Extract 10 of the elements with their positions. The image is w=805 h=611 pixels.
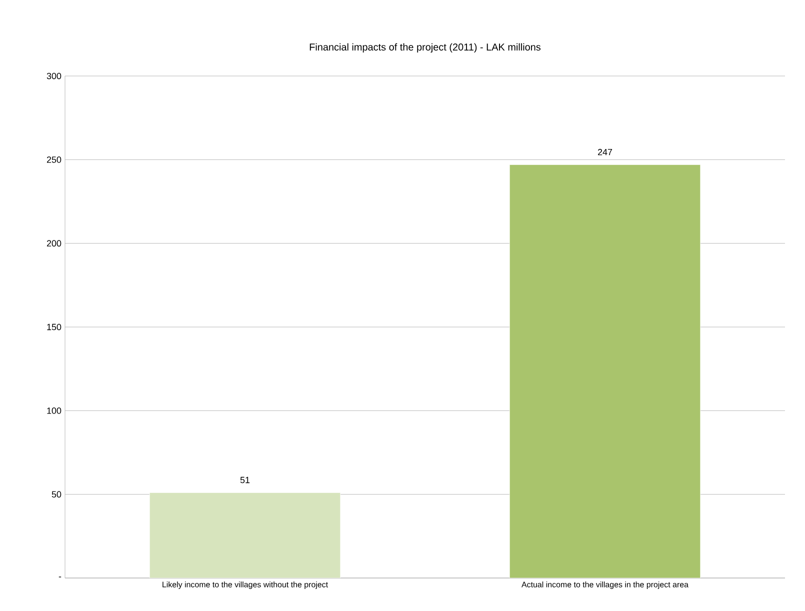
y-tick-label: 150 xyxy=(47,324,62,330)
y-tick-label: 50 xyxy=(52,491,62,498)
chart-title: Financial impacts of the project (2011) - LAK millions xyxy=(310,43,541,53)
data-label: 51 xyxy=(240,476,250,484)
y-tick-label: 100 xyxy=(47,407,62,414)
y-tick-label: 250 xyxy=(46,156,62,163)
y-tick-label: 200 xyxy=(46,240,62,247)
y-tick-label: 300 xyxy=(46,72,62,80)
y-tick-label: - xyxy=(58,576,62,578)
data-label: 247 xyxy=(598,148,612,156)
